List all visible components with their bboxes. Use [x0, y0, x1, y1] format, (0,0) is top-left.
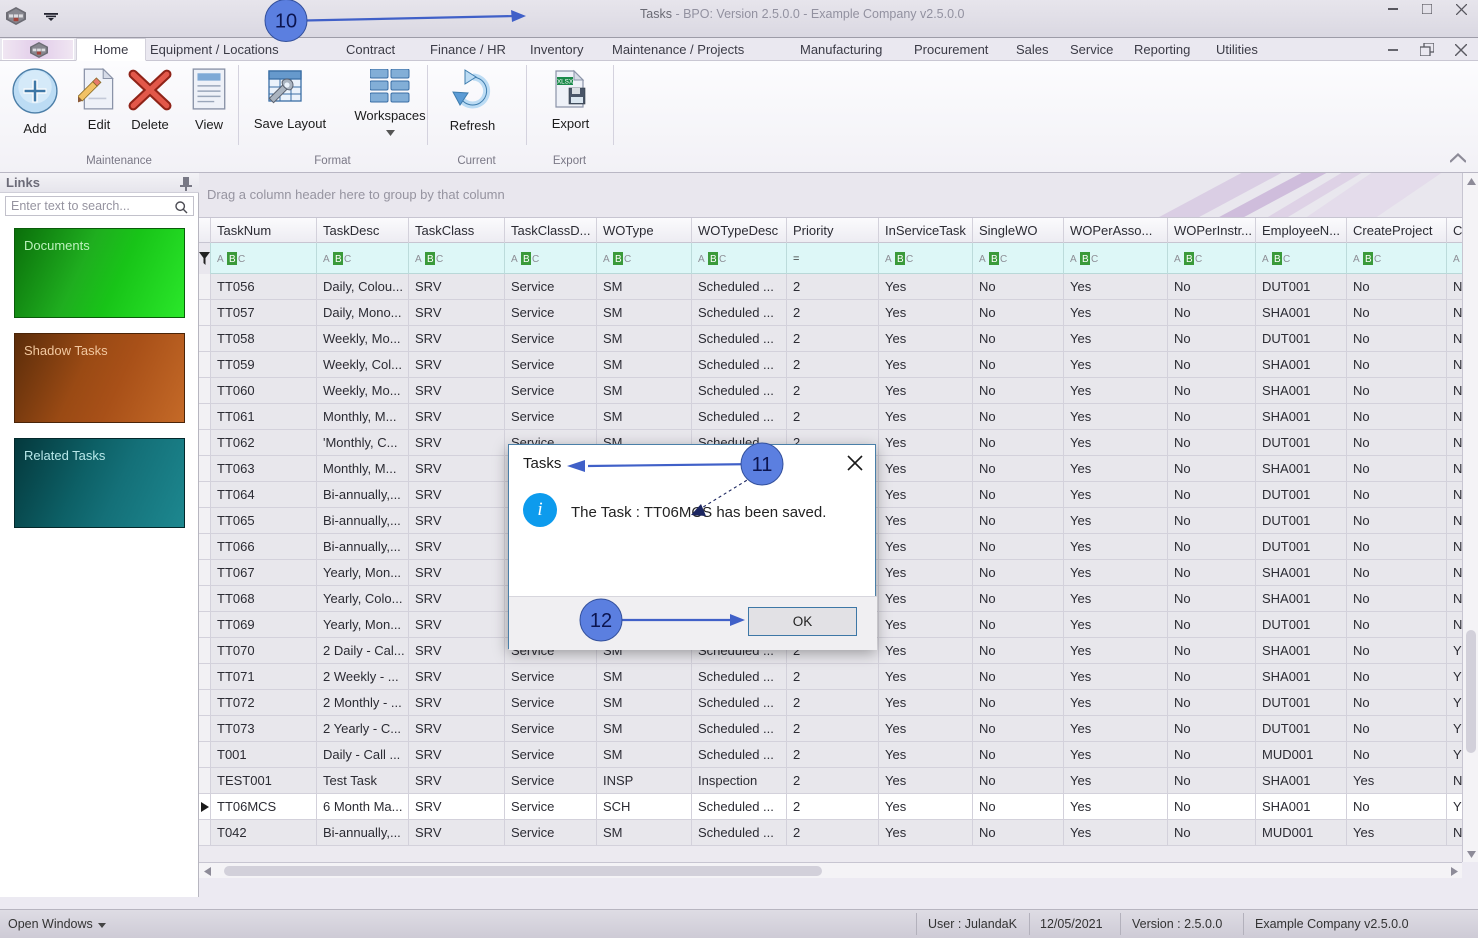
svg-text:10: 10	[275, 11, 297, 33]
svg-text:11: 11	[752, 454, 773, 476]
svg-text:12: 12	[590, 610, 612, 632]
